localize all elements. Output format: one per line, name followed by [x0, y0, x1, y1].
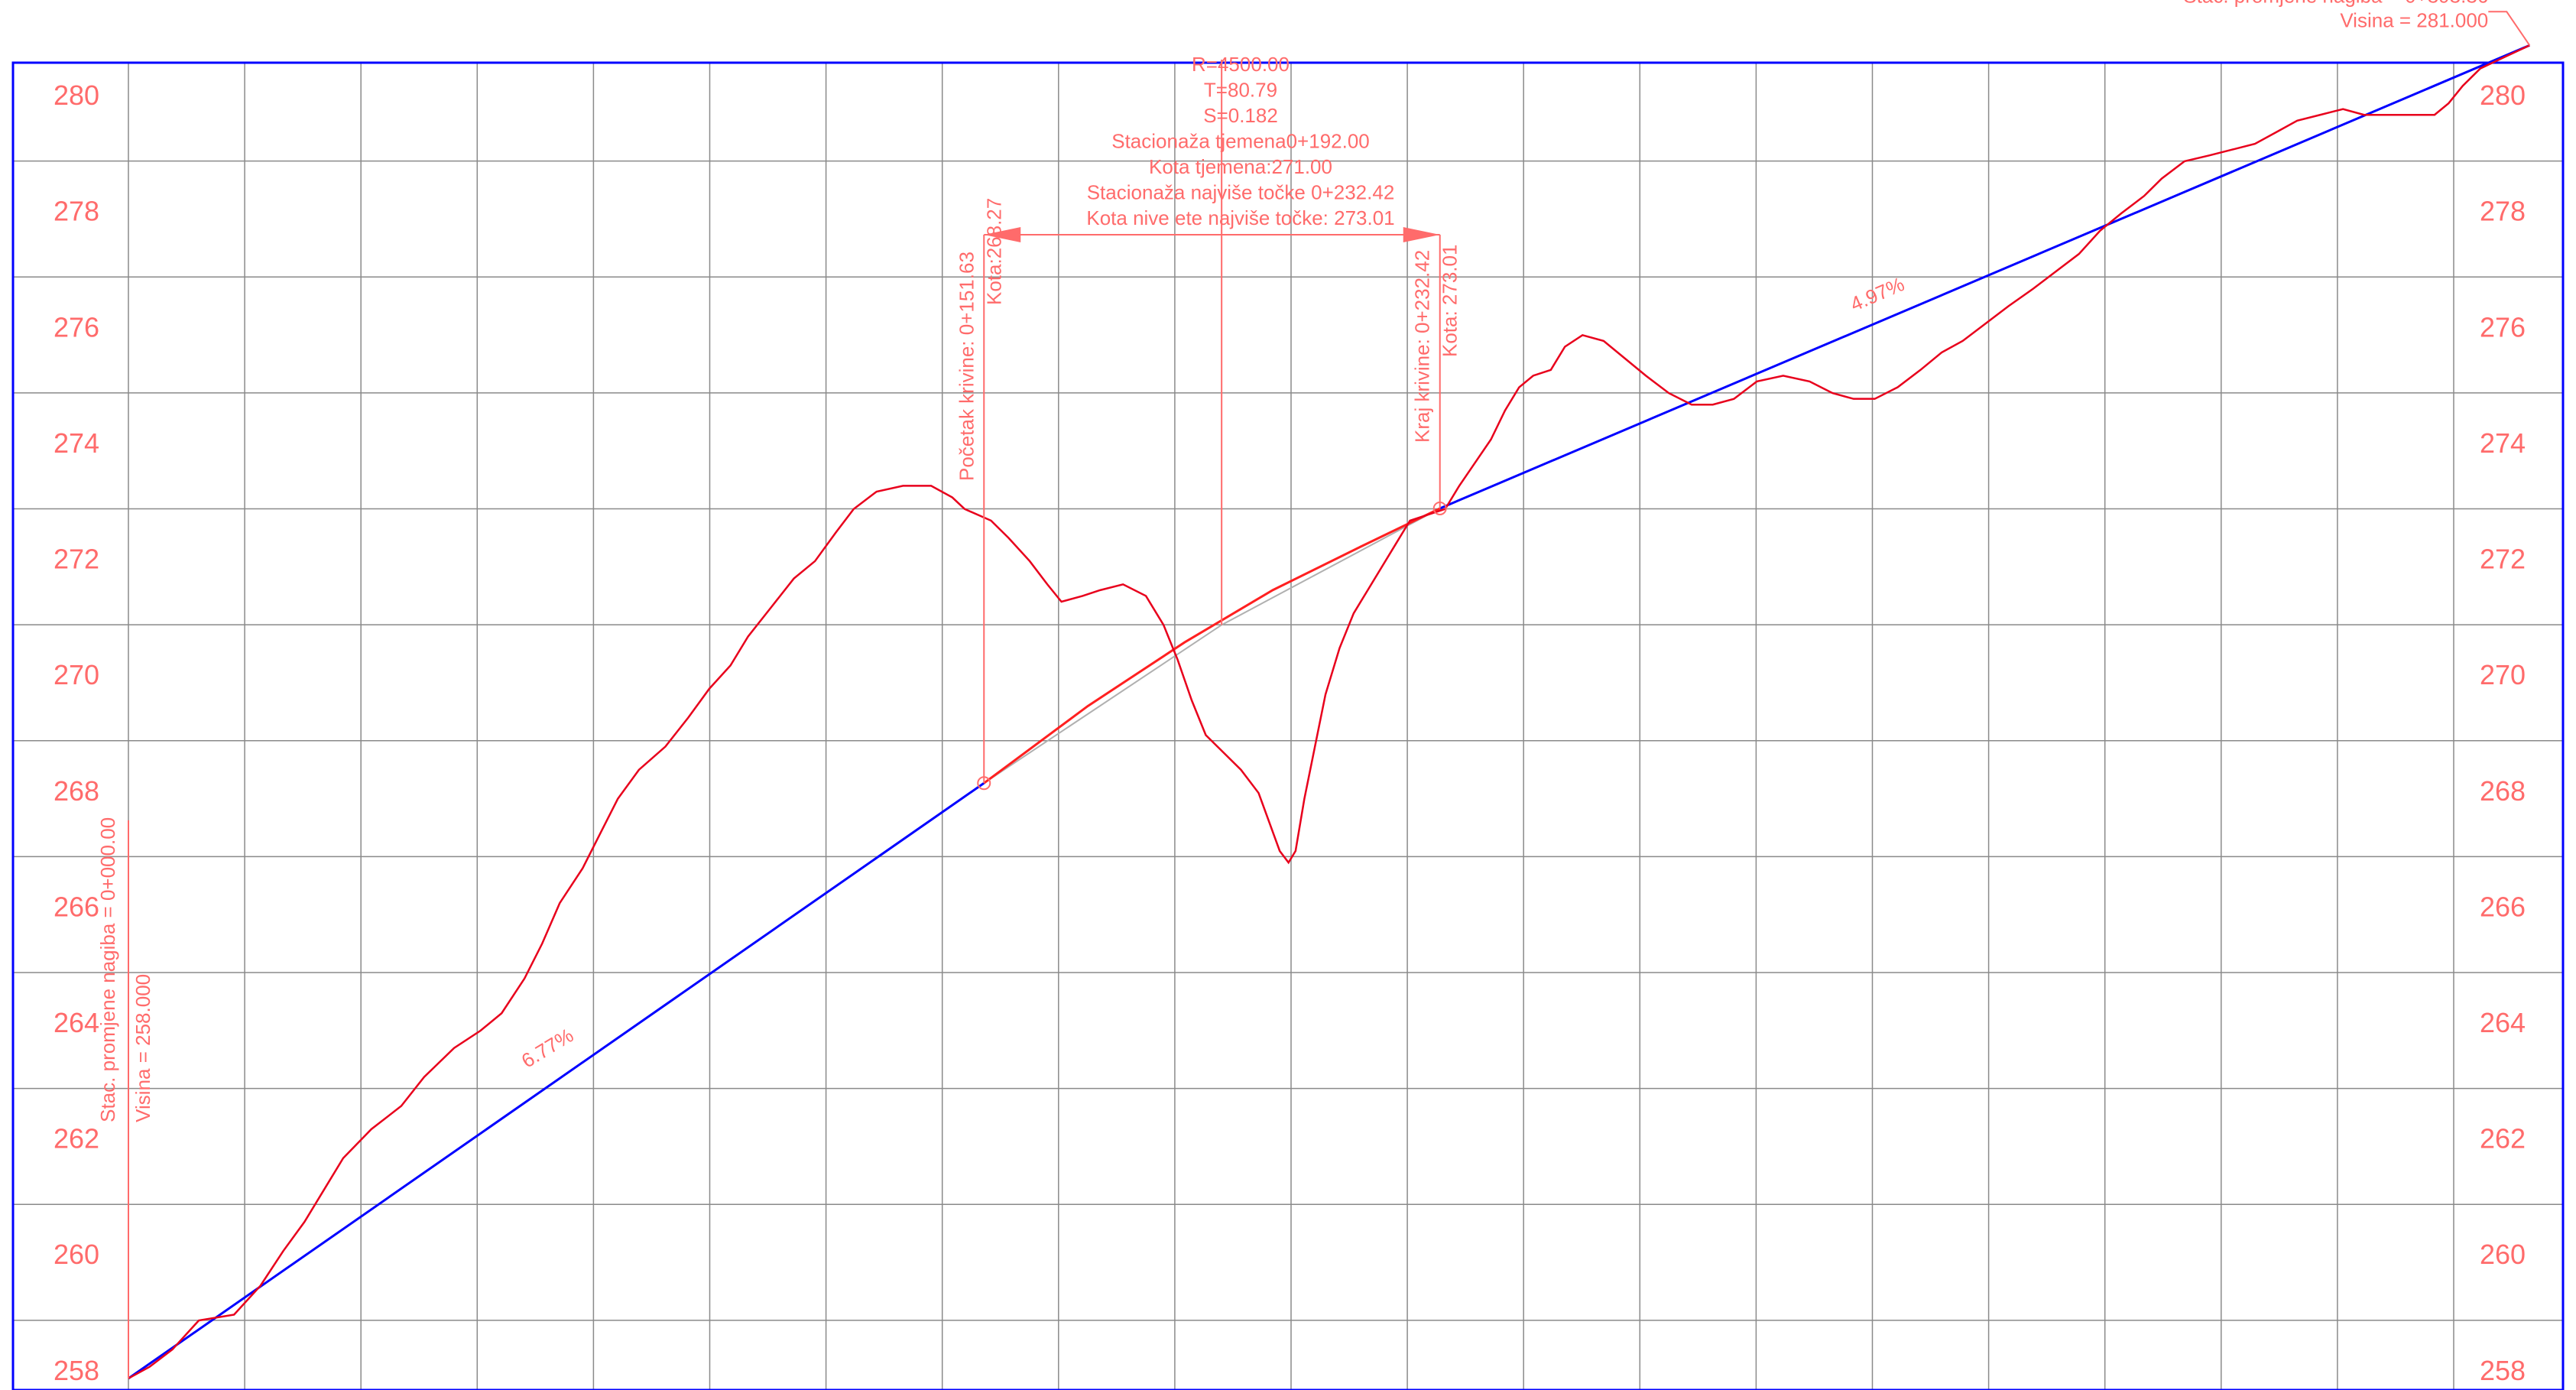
y-tick-label: 264	[54, 1007, 99, 1038]
y-tick-label: 278	[2480, 196, 2526, 227]
end-station-label: Stac. promjene nagiba = 0+393.36	[2183, 0, 2488, 7]
end-station-leader-line	[2488, 11, 2531, 46]
y-tick-label: 280	[54, 80, 99, 111]
curve-begin-elevation-label: Kota:268.27	[982, 198, 1005, 305]
highest-point-station-label: Stacionaža najviše točke 0+232.42	[1087, 181, 1395, 204]
dimension-arrow-left-icon	[984, 227, 1021, 242]
y-axis-left: 258 260 262 264 266 268 270 272 274 276 278 280	[54, 80, 99, 1386]
curve-begin-point	[977, 776, 991, 791]
y-tick-label: 270	[2480, 659, 2526, 690]
curve-end-elevation-label: Kota: 273.01	[1439, 245, 1462, 357]
start-elevation-label: Visina = 258.000	[131, 974, 154, 1122]
y-tick-label: 272	[2480, 544, 2526, 575]
y-tick-label: 280	[2480, 80, 2526, 111]
grade-line-segment-1	[128, 782, 985, 1380]
y-tick-label: 262	[54, 1123, 99, 1155]
y-tick-label: 262	[2480, 1123, 2526, 1155]
y-tick-label: 266	[54, 891, 99, 922]
vertex-station-label: Stacionaža tjemena0+192.00	[1111, 130, 1370, 153]
y-tick-label: 258	[54, 1355, 99, 1386]
y-tick-label: 260	[54, 1239, 99, 1270]
y-tick-label: 260	[2480, 1239, 2526, 1270]
y-tick-label: 266	[2480, 891, 2526, 922]
gradient-label-1: 6.77%	[517, 1024, 578, 1073]
y-tick-label: 274	[2480, 427, 2526, 459]
y-tick-label: 276	[54, 311, 99, 343]
highest-point-elevation-label: Kota nive ete najviše točke: 273.01	[1086, 206, 1394, 229]
grid	[13, 63, 2563, 1390]
dimension-arrow-right-icon	[1403, 227, 1440, 242]
curve-radius-label: R=4500.00	[1192, 53, 1290, 76]
y-tick-label: 278	[54, 196, 99, 227]
curve-end-point	[1432, 501, 1447, 515]
vertex-elevation-label: Kota tjemena:271.00	[1149, 155, 1332, 178]
y-tick-label: 268	[54, 775, 99, 807]
y-tick-label: 270	[54, 659, 99, 690]
start-station-label: Stac. promjene nagiba = 0+000.00	[96, 817, 119, 1122]
y-tick-label: 274	[54, 427, 99, 459]
y-tick-label: 272	[54, 544, 99, 575]
gradient-label-2: 4.97%	[1847, 272, 1908, 316]
vertical-curve-line	[983, 507, 1441, 784]
curve-end-label: Kraj krivine: 0+232.42	[1411, 250, 1434, 443]
end-elevation-label: Visina = 281.000	[2340, 8, 2488, 31]
y-tick-label: 268	[2480, 775, 2526, 807]
y-tick-label: 258	[2480, 1355, 2526, 1386]
curve-sag-label: S=0.182	[1203, 104, 1278, 127]
y-tick-label: 264	[2480, 1007, 2526, 1038]
curve-begin-label: Početak krivine: 0+151.63	[955, 252, 978, 481]
y-axis-right: 258 260 262 264 266 268 270 272 274 276 278 280	[2480, 80, 2526, 1386]
terrain-profile-line	[128, 44, 2530, 1379]
plot-frame	[11, 61, 2565, 1390]
y-tick-label: 276	[2480, 311, 2526, 343]
grade-line-segment-2	[1439, 44, 2530, 510]
curve-tangent-label: T=80.79	[1204, 79, 1277, 102]
vertical-curve-info: R=4500.00 T=80.79 S=0.182 Stacionaža tje…	[1086, 53, 1394, 229]
